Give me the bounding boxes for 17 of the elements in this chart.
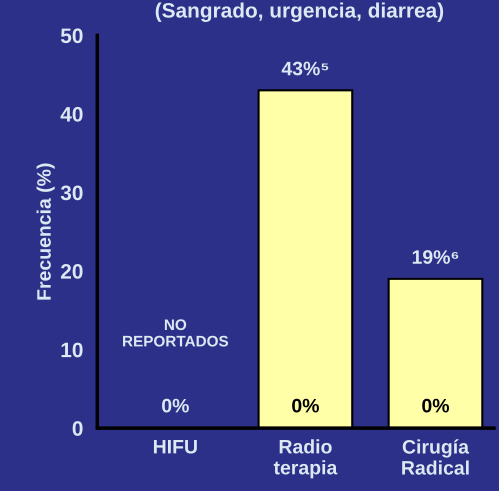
y-tick-label: 0 <box>72 421 83 436</box>
x-tick-label: HIFU <box>154 440 197 454</box>
y-tick-label: 30 <box>60 185 83 200</box>
annotation: 0% <box>422 398 450 413</box>
annotation: NO REPORTADOS <box>123 319 228 347</box>
annotation: 0% <box>162 398 189 413</box>
x-tick-label: Cirugía Radical <box>402 439 470 475</box>
chart-title: (Sangrado, urgencia, diarrea) <box>156 2 444 22</box>
y-tick-label: 50 <box>60 28 83 44</box>
y-tick-label: 20 <box>60 264 83 279</box>
data-label: 43%⁵ <box>282 62 328 76</box>
y-tick-label: 40 <box>60 106 83 122</box>
annotation: 0% <box>292 398 319 413</box>
x-tick-label: Radio terapia <box>274 439 338 478</box>
y-tick-label: 10 <box>62 342 83 358</box>
data-label: 19%⁶ <box>412 250 458 264</box>
y-axis-title: Frecuencia (%) <box>36 164 55 300</box>
